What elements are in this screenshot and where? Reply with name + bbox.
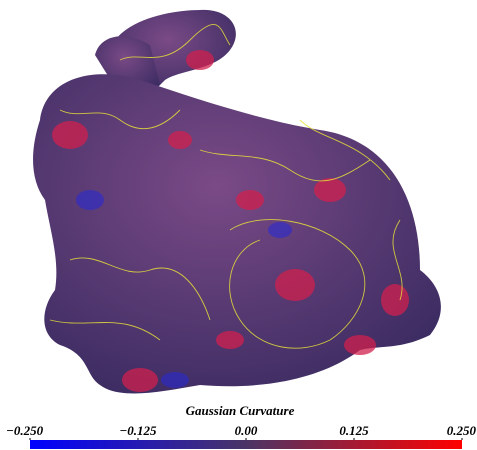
tick-label: 0.125 — [339, 423, 369, 438]
tick-label: 0.250 — [447, 423, 477, 438]
tick-label: 0.00 — [235, 423, 258, 438]
colorbar — [30, 440, 462, 449]
bunny-render — [33, 9, 441, 394]
colorbar-title: Gaussian Curvature — [186, 403, 295, 418]
tick-label: −0.250 — [6, 423, 44, 438]
tick-label: −0.125 — [119, 423, 157, 438]
